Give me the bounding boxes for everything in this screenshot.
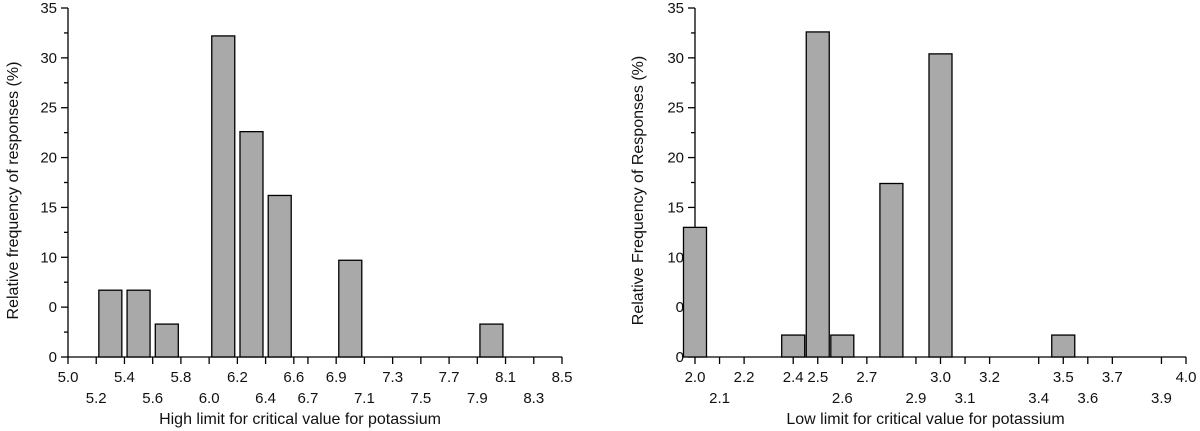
high-y-tick-label: 30 [40,50,57,67]
low-bar-2.8 [879,182,904,358]
low-x-tick-label-lower: 3.1 [955,390,976,407]
low-x-tick-label-lower: 3.9 [1151,390,1172,407]
low-y-axis-title: Relative Frequency of Responses (%) [630,56,647,325]
high-x-tick-label-lower: 7.5 [410,390,431,407]
low-bar-3.5 [1051,334,1076,358]
high-y-axis-title: Relative frequency of responses (%) [5,62,22,320]
low-x-tick-label-upper: 3.2 [979,369,1000,386]
high-x-axis-title: High limit for critical value for potass… [159,411,441,428]
low-y-tick-label: 20 [667,150,684,167]
high-x-tick-label-upper: 5.8 [170,369,191,386]
low-x-tick-label-lower: 2.6 [832,390,853,407]
high-x-tick-label-upper: 5.4 [114,369,135,386]
high-x-tick-label-lower: 5.6 [142,390,163,407]
high-y-tick-label: 20 [40,150,57,167]
high-x-tick-label-upper: 7.7 [439,369,460,386]
low-bar-2.4 [781,334,806,358]
low-y-tick-label: 0 [676,349,684,366]
high-y-tick-label: 0 [49,349,57,366]
high-bar-5.7 [154,323,179,358]
high-bar-6.3 [239,130,264,358]
low-bar-2.5 [805,31,830,358]
high-x-tick-label-lower: 6.4 [255,390,276,407]
high-x-tick-label-lower: 7.9 [467,390,488,407]
low-y-tick-label: 35 [667,0,684,17]
low-x-tick-label-upper: 2.0 [685,369,706,386]
high-y-tick-label: 35 [40,0,57,17]
low-x-tick-label-upper: 2.5 [807,369,828,386]
high-x-tick-label-upper: 8.5 [552,369,573,386]
high-bar-5.3 [98,289,123,358]
high-bar-6.1 [211,35,236,358]
low-x-axis-title: Low limit for critical value for potassi… [786,411,1064,428]
high-x-tick-label-upper: 5.0 [58,369,79,386]
low-y-tick-label: 30 [667,50,684,67]
high-y-tick-label: 10 [40,249,57,266]
low-x-tick-label-upper: 4.0 [1176,369,1197,386]
high-bar-8.0 [479,323,504,358]
low-x-tick-label-upper: 2.7 [856,369,877,386]
high-bar-6.5 [267,194,292,358]
high-x-tick-label-lower: 7.1 [354,390,375,407]
low-y-tick-label: 10 [667,249,684,266]
high-x-tick-label-upper: 6.9 [326,369,347,386]
low-y-tick-label: 15 [667,199,684,216]
high-y-tick-label: 15 [40,199,57,216]
high-bar-7.0 [338,259,363,358]
low-x-tick-label-upper: 2.4 [783,369,804,386]
low-x-tick-label-lower: 2.1 [709,390,730,407]
low-x-tick-label-lower: 2.9 [906,390,927,407]
high-x-tick-label-upper: 6.2 [227,369,248,386]
high-x-tick-label-lower: 6.7 [298,390,319,407]
high-y-tick-label: 0 [49,299,57,316]
low-y-tick-label: 0 [676,299,684,316]
high-x-tick-label-upper: 6.6 [283,369,304,386]
high-x-tick-label-lower: 8.3 [523,390,544,407]
high-x-tick-label-upper: 8.1 [495,369,516,386]
high-x-tick-label-lower: 5.2 [86,390,107,407]
low-bar-2.6 [830,334,855,358]
low-y-tick-label: 25 [667,100,684,117]
high-bar-5.5 [126,289,151,358]
chart-high-limit: 0 0 10 15 20 25 30 35 5.0 5.4 5.8 6.2 6.6 6.9 7.3 7.7 8.… [5,0,572,428]
high-x-tick-label-lower: 6.0 [199,390,220,407]
low-bar-3.0 [928,53,953,358]
low-x-tick-label-lower: 3.4 [1028,390,1049,407]
low-x-tick-label-upper: 2.2 [734,369,755,386]
low-x-tick-label-upper: 3.7 [1102,369,1123,386]
low-x-tick-label-lower: 3.6 [1077,390,1098,407]
high-y-tick-label: 25 [40,100,57,117]
low-bar-2.0 [682,226,708,358]
low-x-tick-label-upper: 3.5 [1053,369,1074,386]
low-x-tick-label-upper: 3.0 [930,369,951,386]
high-x-tick-label-upper: 7.3 [382,369,403,386]
